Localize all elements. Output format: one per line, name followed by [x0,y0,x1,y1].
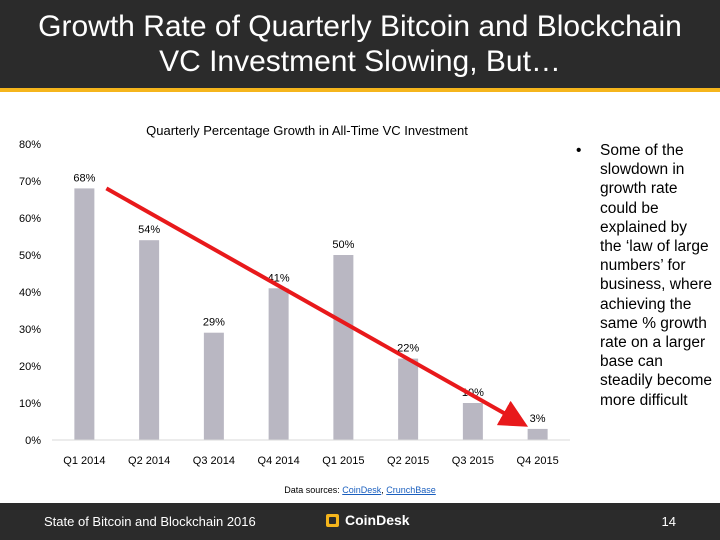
footer: State of Bitcoin and Blockchain 2016 Coi… [0,503,720,540]
y-tick-label: 40% [19,287,41,299]
bar [139,240,160,440]
x-tick-label: Q4 2015 [517,455,559,467]
data-label: 29% [203,317,225,329]
x-tick-label: Q4 2014 [258,455,300,467]
bar [462,403,483,440]
data-label: 50% [332,239,354,251]
y-tick-label: 80% [19,139,41,151]
x-tick-label: Q1 2014 [63,455,105,467]
source-link-coindesk[interactable]: CoinDesk [342,485,382,495]
bar [527,428,548,440]
bar [268,288,289,440]
y-tick-label: 30% [19,324,41,336]
data-sources: Data sources: CoinDesk, CrunchBase [0,485,720,495]
x-axis: Q1 2014 Q2 2014 Q3 2014 Q4 2014 Q1 2015 Q2 20… [52,439,570,467]
y-tick-label: 70% [19,176,41,188]
title-bar: Growth Rate of Quarterly Bitcoin and Blo… [0,0,720,92]
y-tick-label: 10% [19,398,41,410]
bullet-text: Some of the slowdown in growth rate coul… [600,142,713,409]
source-link-crunchbase[interactable]: CrunchBase [386,485,436,495]
y-tick-label: 60% [19,213,41,225]
bullet-marker: • [576,142,582,159]
data-label: 68% [73,172,95,184]
y-axis: 0% 10% 20% 30% 40% 50% 60% 70% 80% [19,139,41,447]
x-tick-label: Q2 2015 [387,455,429,467]
chart-title: Quarterly Percentage Growth in All-Time … [146,123,468,138]
bar [203,332,224,440]
page-number: 14 [661,514,676,529]
coindesk-logo-icon [326,513,339,527]
bar [333,255,354,440]
bar [398,358,419,440]
data-label: 10% [462,387,484,399]
trend-arrow [105,186,529,427]
x-tick-label: Q1 2015 [322,455,364,467]
annotations [105,186,529,427]
footer-report-title: State of Bitcoin and Blockchain 2016 [44,514,256,529]
y-tick-label: 0% [25,435,41,447]
x-tick-label: Q3 2015 [452,455,494,467]
y-tick-label: 20% [19,361,41,373]
sources-prefix: Data sources: [284,485,343,495]
x-tick-label: Q3 2014 [193,455,235,467]
data-label: 3% [530,413,546,425]
slide-title: Growth Rate of Quarterly Bitcoin and Blo… [38,10,682,78]
footer-logo: CoinDesk [326,512,410,528]
data-label: 22% [397,343,419,355]
y-tick-label: 50% [19,250,41,262]
bar-chart: Quarterly Percentage Growth in All-Time … [19,123,570,467]
bars: 68%54%29%41%50%22%10%3% [73,172,548,440]
data-label: 54% [138,224,160,236]
x-tick-label: Q2 2014 [128,455,170,467]
footer-brand: CoinDesk [345,512,410,528]
sources-separator: , [381,485,387,495]
bar [74,188,95,440]
